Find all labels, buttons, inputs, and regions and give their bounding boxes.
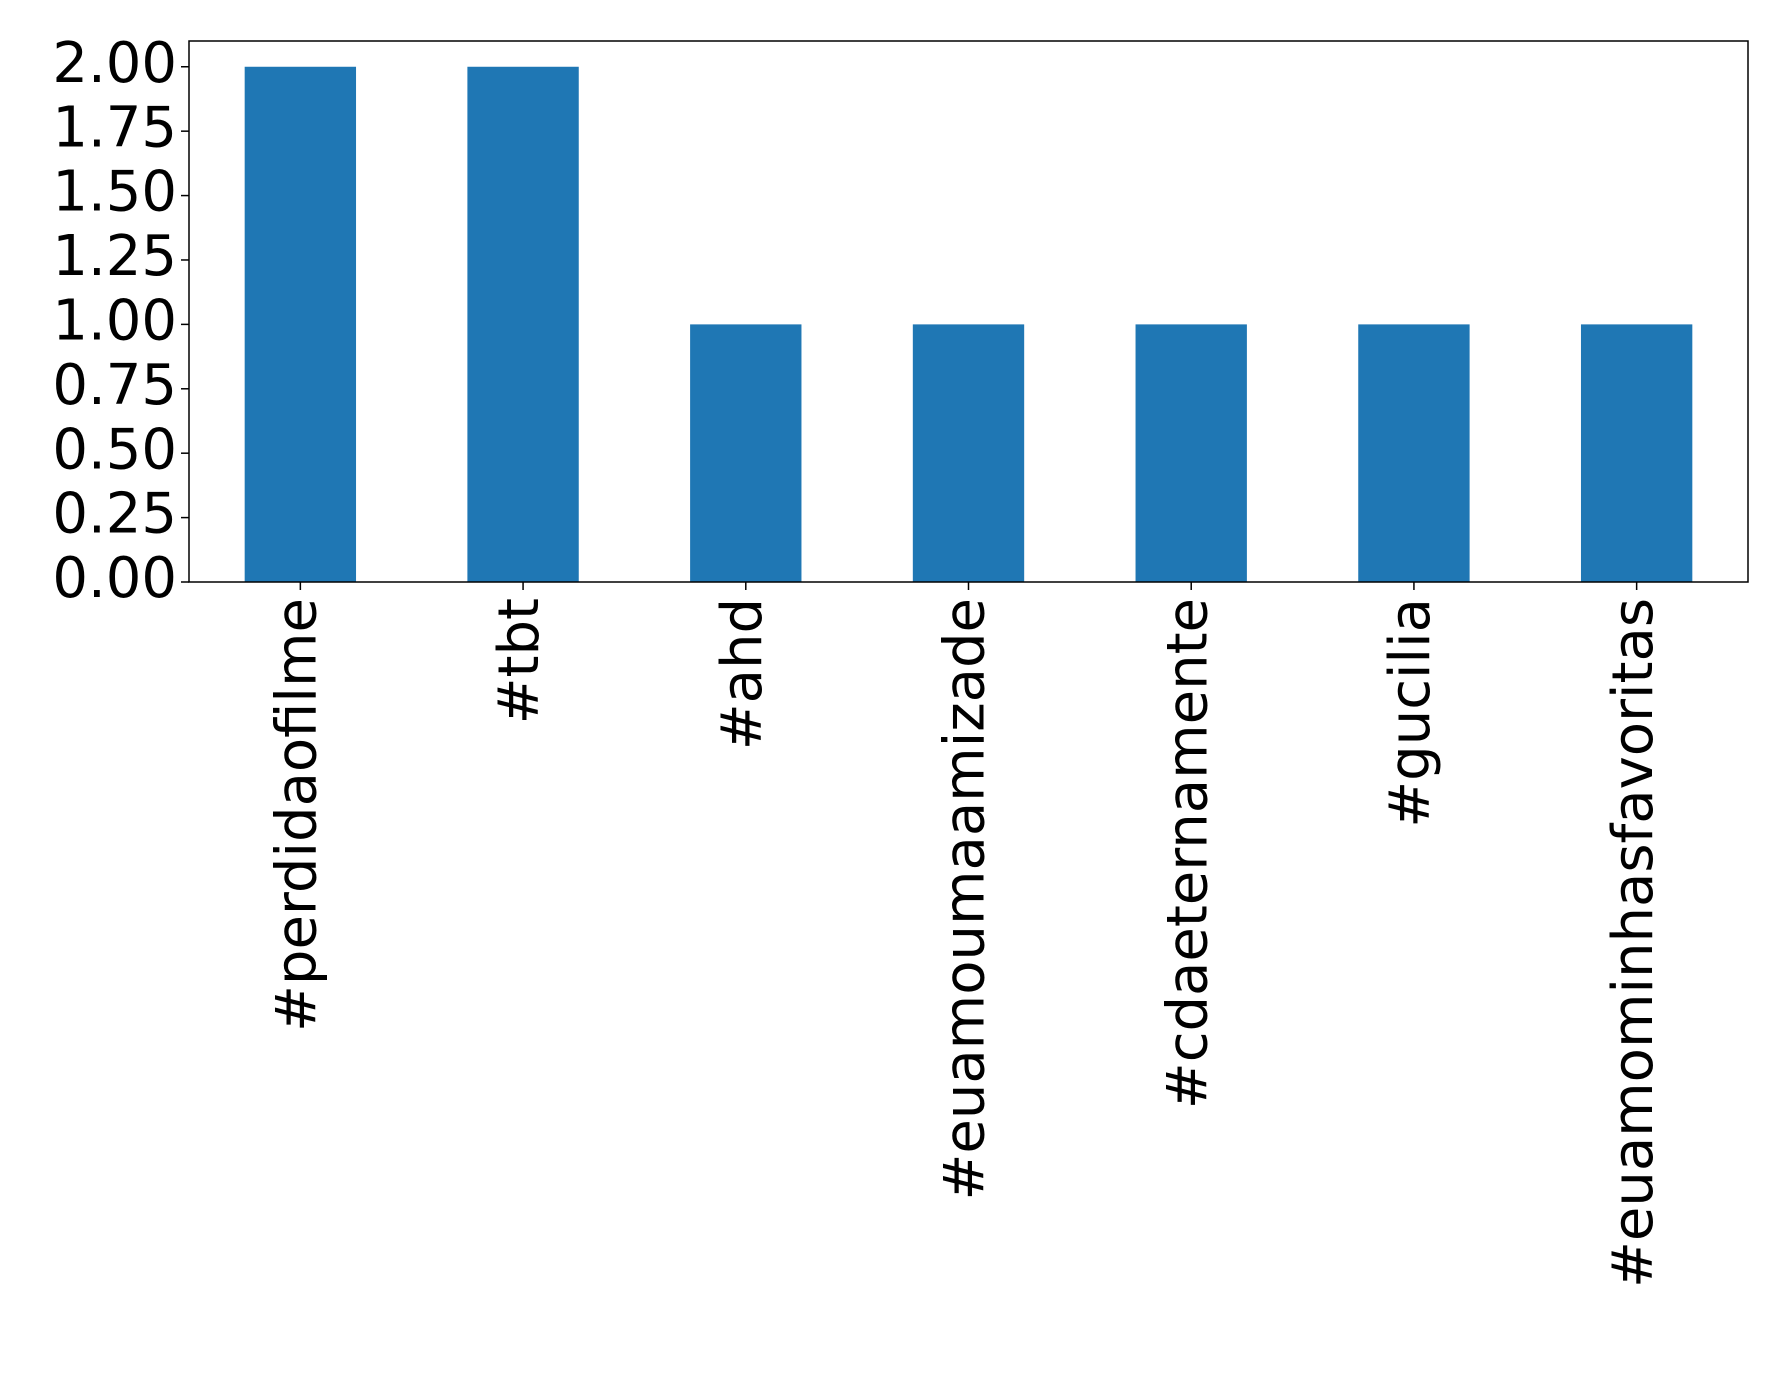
y-tick-label: 1.50 xyxy=(52,160,177,225)
bar xyxy=(244,66,357,582)
bar xyxy=(1580,324,1693,582)
y-tick-label: 0.75 xyxy=(52,353,177,418)
bar xyxy=(467,66,579,582)
bar xyxy=(912,324,1025,582)
y-tick-label: 0.25 xyxy=(52,482,177,547)
x-tick-label: #perdidaofilme xyxy=(264,598,329,1032)
bar xyxy=(1135,324,1247,582)
y-tick-label: 2.00 xyxy=(52,31,177,96)
y-tick-label: 1.00 xyxy=(52,289,177,354)
y-tick-label: 0.00 xyxy=(52,546,177,611)
x-tick-label: #cdaeternamente xyxy=(1155,598,1220,1109)
y-tick-label: 1.75 xyxy=(52,95,177,160)
y-tick-label: 0.50 xyxy=(52,417,177,482)
bar xyxy=(1358,324,1470,582)
y-tick-label: 1.25 xyxy=(52,224,177,289)
x-tick-label: #euamominhasfavoritas xyxy=(1601,598,1666,1288)
x-tick-label: #euamoumaamizade xyxy=(933,598,998,1201)
bar xyxy=(690,324,802,582)
x-tick-label: #ahd xyxy=(710,598,775,750)
x-tick-label: #tbt xyxy=(487,598,552,724)
x-tick-label: #gucilia xyxy=(1378,598,1443,828)
plot-frame xyxy=(188,40,1749,583)
